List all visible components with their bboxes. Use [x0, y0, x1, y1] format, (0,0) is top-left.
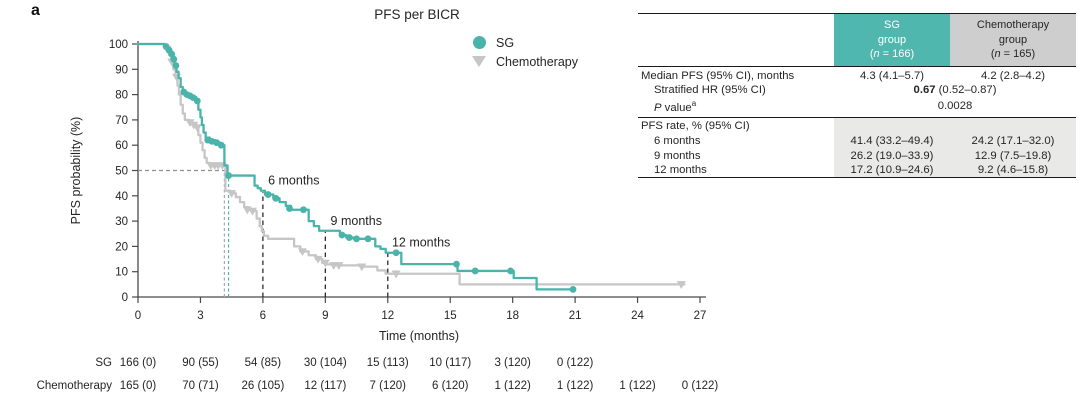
- pfs-rate-shade: [834, 118, 1076, 135]
- legend-label-sg: SG: [496, 35, 515, 50]
- svg-text:12 (117): 12 (117): [304, 380, 346, 392]
- svg-text:1 (122): 1 (122): [557, 380, 594, 392]
- svg-text:10 (117): 10 (117): [429, 357, 471, 369]
- svg-text:70 (71): 70 (71): [182, 380, 219, 392]
- row-12-months-label: 12 months: [654, 164, 707, 177]
- svg-text:12 months: 12 months: [392, 235, 450, 249]
- header-chemotherapy-group: Chemotherapy group (n = 165): [950, 14, 1076, 66]
- svg-text:0 (122): 0 (122): [557, 357, 594, 369]
- row-pfs-rate-section: PFS rate, % (95% CI): [638, 117, 1076, 135]
- header-sg-line2: group: [877, 33, 907, 46]
- svg-text:50: 50: [115, 166, 128, 178]
- row-6-months-label: 6 months: [654, 135, 701, 148]
- stats-table-header: SG group (n = 166) Chemotherapy group (n…: [638, 14, 1076, 67]
- svg-text:Chemotherapy: Chemotherapy: [37, 380, 113, 392]
- svg-text:70: 70: [115, 115, 128, 127]
- svg-text:12: 12: [381, 310, 394, 322]
- axes: 0 10 20 30 40 50 60 70 80 90 100 0 3 6 9 12 15 18 21 24 27 Ti…: [69, 39, 706, 343]
- svg-text:20: 20: [115, 241, 128, 253]
- svg-text:1 (122): 1 (122): [494, 380, 531, 392]
- panel-label: a: [31, 2, 40, 19]
- svg-text:166 (0): 166 (0): [120, 357, 157, 369]
- row-6-months-chemo: 24.2 (17.1–32.0): [950, 134, 1076, 149]
- timepoint-annotations: 6 months 9 months 12 months: [268, 173, 450, 249]
- svg-text:6 (120): 6 (120): [432, 380, 469, 392]
- row-p-value: P valuea 0.0028: [638, 97, 1076, 117]
- sg-circle-marker-icon: [472, 36, 486, 49]
- svg-text:165 (0): 165 (0): [120, 380, 157, 392]
- series-chemotherapy: [136, 42, 686, 289]
- svg-text:6 months: 6 months: [268, 173, 319, 187]
- row-p-value-value: 0.0028: [937, 100, 973, 113]
- header-sg-n: (n = 166): [869, 48, 915, 61]
- row-9-months: 9 months 26.2 (19.0–33.9) 12.9 (7.5–19.8…: [638, 148, 1076, 164]
- svg-text:3: 3: [197, 310, 203, 322]
- svg-text:15 (113): 15 (113): [367, 357, 409, 369]
- header-chemo-n: (n = 165): [990, 48, 1036, 61]
- svg-text:60: 60: [115, 140, 128, 152]
- legend: SG Chemotherapy: [472, 33, 578, 71]
- number-at-risk-table: SG 166 (0) 90 (55) 54 (85) 30 (104) 15 (113) 1…: [37, 357, 719, 392]
- svg-text:1 (122): 1 (122): [619, 380, 656, 392]
- row-9-months-label: 9 months: [654, 149, 701, 162]
- row-stratified-hr-value: 0.67 (0.52–0.87): [913, 84, 997, 97]
- km-plot: 0 10 20 30 40 50 60 70 80 90 100 0 3 6 9 12 15 18 21 24 27 Ti…: [37, 39, 719, 392]
- chart-title: PFS per BICR: [374, 7, 460, 22]
- svg-text:7 (120): 7 (120): [370, 380, 407, 392]
- svg-text:26 (105): 26 (105): [241, 380, 284, 392]
- chemotherapy-triangle-marker-icon: [472, 56, 486, 67]
- svg-text:10: 10: [115, 267, 128, 279]
- header-empty-cell: [638, 14, 834, 66]
- header-sg-group: SG group (n = 166): [834, 14, 950, 66]
- svg-text:SG: SG: [95, 357, 112, 369]
- svg-text:100: 100: [109, 39, 128, 51]
- row-12-months-sg: 17.2 (10.9–24.6): [834, 163, 950, 178]
- x-axis-title: Time (months): [379, 329, 459, 343]
- row-pfs-rate-label: PFS rate, % (95% CI): [641, 120, 750, 133]
- header-chemo-line2: group: [998, 33, 1028, 46]
- svg-text:30 (104): 30 (104): [304, 357, 347, 369]
- row-9-months-chemo: 12.9 (7.5–19.8): [950, 148, 1076, 164]
- row-median-pfs-sg: 4.3 (4.1–5.7): [859, 69, 925, 82]
- svg-text:54 (85): 54 (85): [245, 357, 282, 369]
- svg-text:9 months: 9 months: [331, 214, 382, 228]
- svg-text:15: 15: [444, 310, 457, 322]
- row-6-months-sg: 41.4 (33.2–49.4): [834, 134, 950, 149]
- svg-text:40: 40: [115, 191, 128, 203]
- row-median-pfs-chemo: 4.2 (2.8–4.2): [980, 69, 1046, 82]
- svg-text:18: 18: [506, 310, 519, 322]
- svg-text:90 (55): 90 (55): [182, 357, 219, 369]
- svg-text:9: 9: [322, 310, 328, 322]
- legend-item-chemotherapy: Chemotherapy: [472, 52, 578, 71]
- stats-table: SG group (n = 166) Chemotherapy group (n…: [638, 13, 1076, 179]
- svg-text:0: 0: [135, 310, 141, 322]
- header-sg-line1: SG: [884, 19, 900, 31]
- row-median-pfs-label: Median PFS (95% CI), months: [641, 69, 795, 82]
- svg-text:90: 90: [115, 64, 128, 76]
- svg-text:24: 24: [631, 310, 644, 322]
- svg-text:21: 21: [569, 310, 582, 322]
- row-6-months: 6 months 41.4 (33.2–49.4) 24.2 (17.1–32.…: [638, 134, 1076, 149]
- row-12-months-chemo: 9.2 (4.6–15.8): [950, 163, 1076, 178]
- series-sg: [136, 42, 577, 293]
- row-stratified-hr-label: Stratified HR (95% CI): [654, 84, 766, 97]
- y-axis-title: PFS probability (%): [69, 117, 83, 225]
- svg-text:3 (120): 3 (120): [494, 357, 531, 369]
- svg-text:0 (122): 0 (122): [682, 380, 719, 392]
- svg-text:6: 6: [260, 310, 266, 322]
- legend-label-chemotherapy: Chemotherapy: [496, 54, 578, 69]
- header-chemo-line1: Chemotherapy: [976, 19, 1050, 31]
- row-9-months-sg: 26.2 (19.0–33.9): [834, 148, 950, 164]
- svg-text:80: 80: [115, 90, 128, 102]
- row-median-pfs: Median PFS (95% CI), months 4.3 (4.1–5.7…: [638, 69, 1076, 83]
- svg-text:0: 0: [122, 292, 128, 304]
- svg-text:30: 30: [115, 216, 128, 228]
- row-stratified-hr: Stratified HR (95% CI) 0.67 (0.52–0.87): [638, 83, 1076, 97]
- row-12-months: 12 months 17.2 (10.9–24.6) 9.2 (4.6–15.8…: [638, 163, 1076, 178]
- svg-text:27: 27: [694, 310, 707, 322]
- row-p-value-label: P valuea: [654, 99, 697, 115]
- legend-item-sg: SG: [472, 33, 578, 52]
